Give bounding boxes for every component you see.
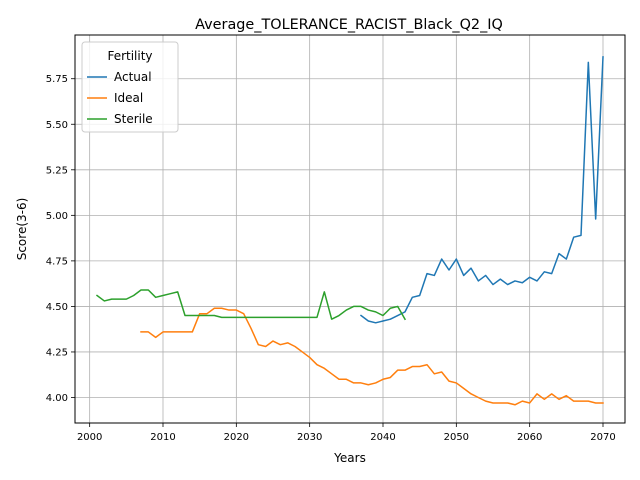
x-tick-label: 2030 <box>297 432 322 443</box>
x-axis-ticks: 2000 2010 2020 2030 2040 2050 2060 2070 <box>77 423 616 443</box>
y-tick-label: 4.50 <box>46 302 68 313</box>
legend-entries: Actual Ideal Sterile <box>87 70 153 126</box>
x-axis-label: Years <box>333 451 366 465</box>
x-tick-label: 2040 <box>370 432 395 443</box>
y-tick-label: 4.25 <box>46 347 68 358</box>
x-tick-label: 2060 <box>517 432 542 443</box>
y-axis-ticks: 4.00 4.25 4.50 4.75 5.00 5.25 5.50 5.75 <box>46 74 75 404</box>
series-line-sterile <box>95 289 407 321</box>
series-line-ideal <box>140 307 604 406</box>
x-tick-label: 2010 <box>150 432 175 443</box>
legend-box <box>81 41 179 133</box>
y-tick-label: 5.25 <box>46 165 68 176</box>
legend-label-actual: Actual <box>114 70 152 84</box>
y-axis-label: Score(3-6) <box>15 198 29 261</box>
y-tick-label: 5.75 <box>46 74 68 85</box>
plot-frame <box>74 34 626 424</box>
series-layer <box>95 56 604 406</box>
x-tick-label: 2050 <box>444 432 469 443</box>
legend: Fertility Actual Ideal Sterile <box>81 41 179 133</box>
y-tick-label: 4.75 <box>46 256 68 267</box>
series-line-actual <box>359 56 604 324</box>
y-tick-label: 4.00 <box>46 393 68 404</box>
x-tick-label: 2000 <box>77 432 102 443</box>
legend-label-ideal: Ideal <box>114 91 143 105</box>
x-tick-label: 2070 <box>590 432 615 443</box>
legend-label-sterile: Sterile <box>114 112 153 126</box>
legend-title: Fertility <box>107 49 152 63</box>
y-tick-label: 5.50 <box>46 120 68 131</box>
x-tick-label: 2020 <box>224 432 249 443</box>
y-tick-label: 5.00 <box>46 211 68 222</box>
grid-lines <box>75 35 625 423</box>
chart-title: Average_TOLERANCE_RACIST_Black_Q2_IQ <box>195 17 503 33</box>
